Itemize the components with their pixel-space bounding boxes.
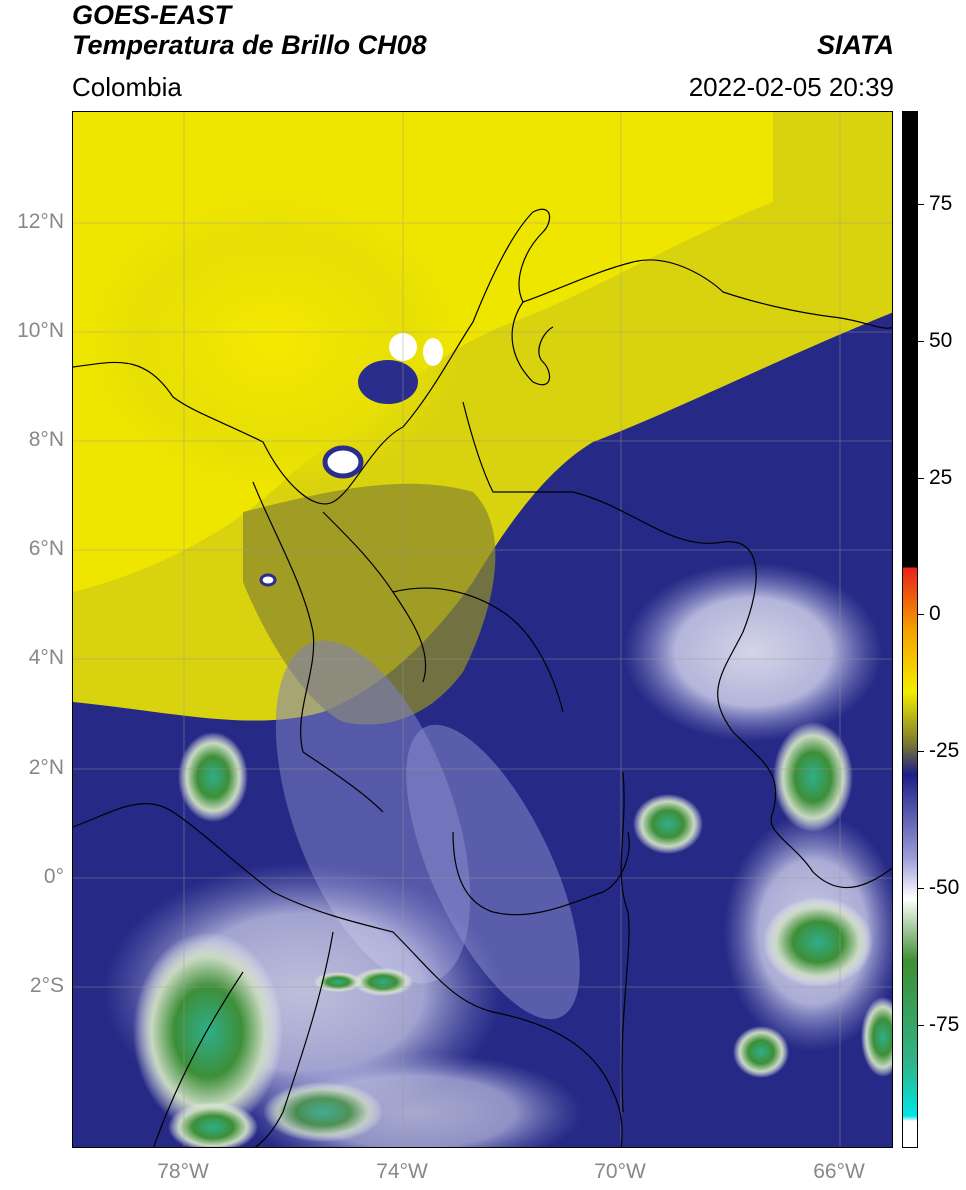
lat-label: 12°N xyxy=(17,210,64,233)
colorbar-label: 25 xyxy=(929,466,953,489)
colorbar-tick xyxy=(918,751,924,752)
colorbar-tick xyxy=(918,888,924,889)
convective-core xyxy=(861,997,892,1077)
graticule xyxy=(73,112,892,1147)
lat-label: 10°N xyxy=(17,319,64,342)
colorbar-label: 0 xyxy=(929,602,941,625)
convective-core xyxy=(178,732,248,822)
lat-label: 0° xyxy=(43,865,64,888)
timestamp-label: 2022-02-05 20:39 xyxy=(688,72,894,102)
colorbar-tick xyxy=(918,204,924,205)
brand-label: SIATA xyxy=(817,30,894,60)
convective-core xyxy=(133,932,283,1132)
colorbar xyxy=(902,111,918,1148)
cloud-streak xyxy=(406,724,580,1020)
lat-label: 4°N xyxy=(28,646,64,669)
convective-core xyxy=(773,722,853,832)
convective-core xyxy=(633,794,703,854)
colorbar-label: -25 xyxy=(929,739,960,762)
convective-core xyxy=(353,968,413,996)
cold-spot xyxy=(322,445,364,479)
convective-core xyxy=(733,1026,789,1078)
map-canvas xyxy=(73,112,892,1147)
colorbar-tick xyxy=(918,341,924,342)
colorbar-label: 75 xyxy=(929,192,953,215)
cold-spot xyxy=(259,573,277,587)
product-title: Temperatura de Brillo CH08 xyxy=(72,30,427,60)
cold-spot xyxy=(423,338,443,366)
satellite-map[interactable] xyxy=(72,111,893,1148)
lat-label: 2°S xyxy=(29,974,64,997)
cold-spot xyxy=(358,360,418,404)
convective-core xyxy=(263,1082,383,1142)
colorbar-label: -50 xyxy=(929,876,960,899)
lat-label: 2°N xyxy=(28,756,64,779)
lon-label: 70°W xyxy=(594,1160,646,1183)
satellite-title: GOES-EAST xyxy=(72,0,232,30)
convective-core xyxy=(168,1102,258,1147)
convective-core xyxy=(763,897,873,987)
colorbar-tick xyxy=(918,478,924,479)
colorbar-label: 50 xyxy=(929,329,953,352)
lat-label: 8°N xyxy=(28,428,64,451)
cloud-cluster xyxy=(623,562,883,742)
region-label: Colombia xyxy=(72,72,182,102)
lon-label: 74°W xyxy=(376,1160,428,1183)
warm-glow xyxy=(83,192,463,492)
colorbar-tick xyxy=(918,1025,924,1026)
lon-label: 78°W xyxy=(157,1160,209,1183)
lon-label: 66°W xyxy=(813,1160,865,1183)
colorbar-tick xyxy=(918,614,924,615)
political-borders xyxy=(73,208,892,1147)
lat-label: 6°N xyxy=(28,537,64,560)
colorbar-label: -75 xyxy=(929,1013,960,1036)
